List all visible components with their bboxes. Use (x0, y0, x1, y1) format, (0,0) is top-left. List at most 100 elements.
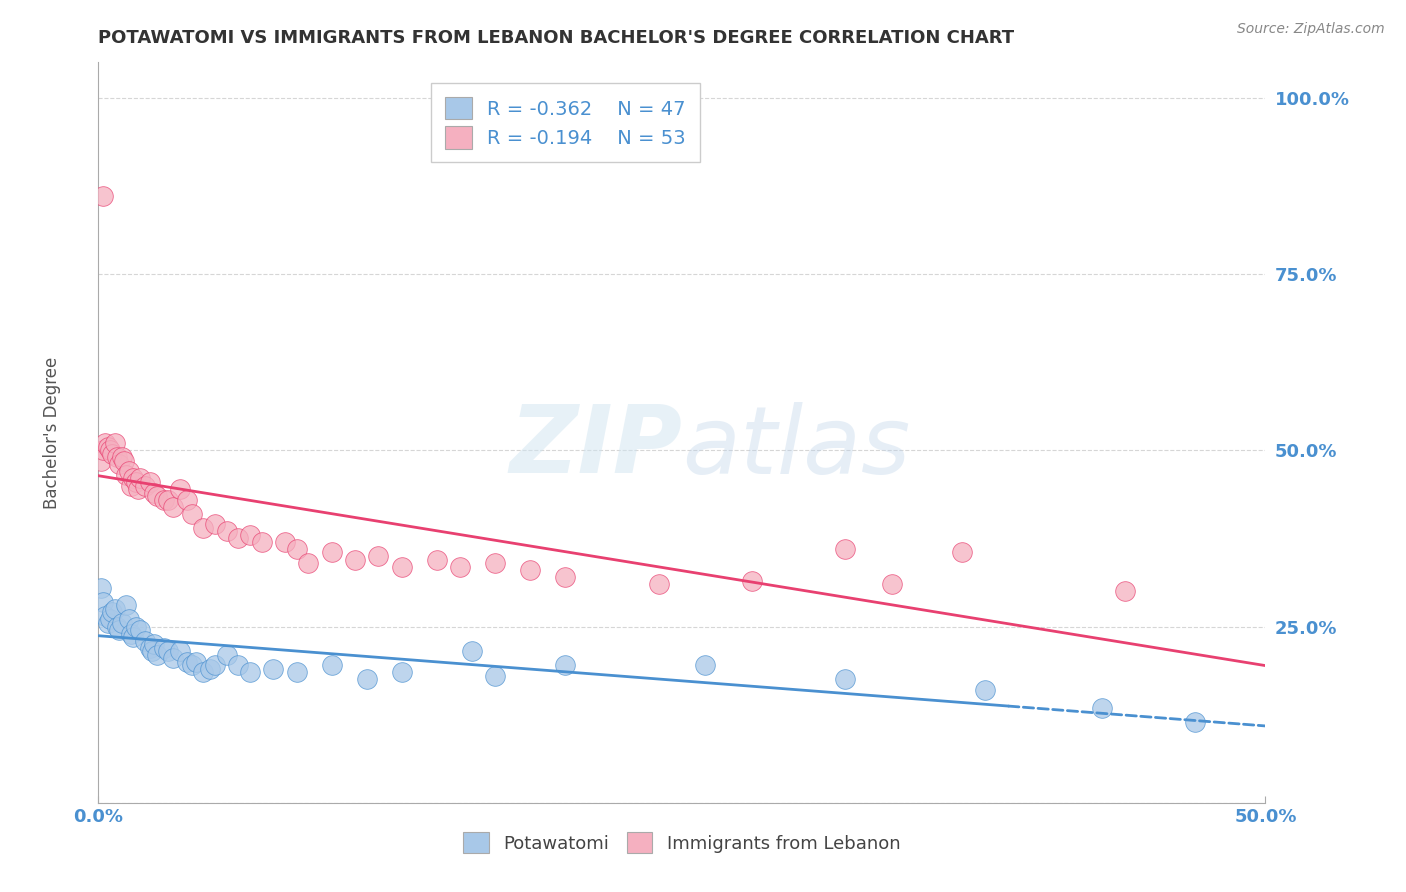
Point (554, 570, 576, 584)
Point (104, 602, 127, 616)
Point (91, 443, 114, 458)
Point (285, 665, 308, 680)
Point (104, 436, 127, 450)
Point (239, 528, 262, 542)
Point (122, 630, 145, 644)
Point (484, 556, 506, 570)
Point (356, 673, 378, 687)
Text: Bachelor's Degree: Bachelor's Degree (42, 357, 60, 508)
Point (391, 665, 413, 680)
Point (125, 619, 148, 633)
Point (321, 545, 343, 559)
Point (484, 669, 506, 683)
Point (741, 574, 763, 588)
Point (262, 662, 284, 676)
Point (285, 541, 308, 556)
Point (125, 475, 148, 489)
Point (250, 535, 273, 549)
Point (143, 637, 166, 651)
Point (115, 599, 138, 613)
Point (391, 559, 413, 574)
Point (215, 648, 238, 662)
Point (157, 644, 180, 658)
Point (94, 436, 117, 450)
Point (297, 556, 319, 570)
Point (98, 612, 121, 626)
Point (193, 521, 215, 535)
Point (950, 545, 973, 559)
Point (118, 464, 141, 478)
Point (111, 450, 134, 465)
Point (111, 615, 134, 630)
Point (274, 535, 297, 549)
Point (215, 524, 238, 539)
Point (105, 450, 128, 465)
Point (367, 549, 389, 563)
Point (94, 609, 117, 624)
Point (146, 489, 169, 503)
Point (98, 443, 121, 458)
Point (426, 552, 449, 566)
Point (146, 648, 169, 662)
Point (101, 606, 124, 620)
Point (91, 189, 114, 203)
Point (162, 500, 184, 514)
Point (97, 615, 120, 630)
Point (115, 467, 138, 482)
Point (152, 640, 174, 655)
Point (228, 532, 250, 546)
Point (176, 492, 198, 507)
Point (129, 623, 152, 637)
Point (1091, 700, 1114, 714)
Point (120, 478, 142, 492)
Point (90, 454, 112, 468)
Point (239, 665, 262, 680)
Point (344, 552, 367, 566)
Point (162, 651, 184, 665)
Point (120, 626, 142, 640)
Text: POTAWATOMI VS IMMIGRANTS FROM LEBANON BACHELOR'S DEGREE CORRELATION CHART: POTAWATOMI VS IMMIGRANTS FROM LEBANON BA… (98, 29, 1015, 47)
Text: Source: ZipAtlas.com: Source: ZipAtlas.com (1237, 22, 1385, 37)
Point (180, 658, 202, 673)
Point (134, 633, 156, 648)
Point (200, 662, 222, 676)
Point (139, 640, 162, 655)
Point (90, 581, 112, 595)
Point (974, 683, 997, 698)
Text: ZIP: ZIP (509, 401, 682, 493)
Point (108, 458, 131, 472)
Point (321, 658, 343, 673)
Point (141, 644, 163, 658)
Point (449, 559, 471, 574)
Point (519, 563, 541, 577)
Point (880, 577, 903, 591)
Point (554, 658, 576, 673)
Point (105, 619, 128, 633)
Point (204, 517, 226, 532)
Point (108, 623, 131, 637)
Point (139, 475, 162, 489)
Point (647, 577, 669, 591)
Point (134, 478, 156, 492)
Point (180, 507, 202, 521)
Point (193, 665, 215, 680)
Point (695, 658, 717, 673)
Point (91, 595, 114, 609)
Point (97, 440, 120, 454)
Point (176, 655, 198, 669)
Point (101, 447, 124, 461)
Point (152, 492, 174, 507)
Point (1184, 714, 1206, 729)
Point (129, 471, 152, 485)
Point (834, 541, 856, 556)
Point (1114, 584, 1136, 599)
Point (228, 658, 250, 673)
Point (143, 485, 166, 500)
Point (127, 482, 149, 496)
Point (834, 673, 856, 687)
Point (186, 655, 208, 669)
Legend: Potawatomi, Immigrants from Lebanon: Potawatomi, Immigrants from Lebanon (456, 825, 908, 861)
Point (122, 471, 145, 485)
Point (118, 612, 141, 626)
Text: atlas: atlas (682, 402, 910, 493)
